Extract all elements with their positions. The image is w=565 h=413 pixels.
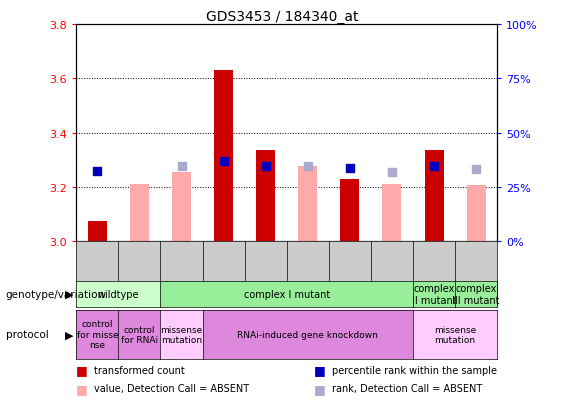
Point bbox=[345, 165, 354, 172]
Text: control
for RNAi: control for RNAi bbox=[121, 325, 158, 344]
Point bbox=[303, 164, 312, 171]
Point bbox=[388, 169, 397, 176]
Text: complex
II mutant: complex II mutant bbox=[412, 283, 457, 305]
Text: transformed count: transformed count bbox=[94, 365, 185, 375]
Bar bbox=[172, 173, 191, 242]
Bar bbox=[467, 186, 486, 242]
Text: complex I mutant: complex I mutant bbox=[244, 289, 330, 299]
Bar bbox=[214, 71, 233, 242]
Text: RNAi-induced gene knockdown: RNAi-induced gene knockdown bbox=[237, 330, 378, 339]
Text: complex
III mutant: complex III mutant bbox=[453, 283, 500, 305]
Text: ■: ■ bbox=[76, 382, 88, 395]
Text: ▶: ▶ bbox=[65, 289, 73, 299]
Text: value, Detection Call = ABSENT: value, Detection Call = ABSENT bbox=[94, 383, 250, 393]
Bar bbox=[130, 185, 149, 242]
Point bbox=[261, 164, 270, 171]
Point bbox=[219, 158, 228, 165]
Bar bbox=[340, 179, 359, 242]
Text: wildtype: wildtype bbox=[98, 289, 139, 299]
Bar bbox=[88, 221, 107, 242]
Text: ■: ■ bbox=[76, 363, 88, 376]
Text: genotype/variation: genotype/variation bbox=[6, 289, 105, 299]
Text: ■: ■ bbox=[314, 363, 325, 376]
Point bbox=[429, 164, 438, 171]
Text: missense
mutation: missense mutation bbox=[434, 325, 476, 344]
Point bbox=[472, 166, 481, 173]
Text: ■: ■ bbox=[314, 382, 325, 395]
Text: ▶: ▶ bbox=[65, 330, 73, 339]
Bar bbox=[298, 167, 318, 242]
Text: rank, Detection Call = ABSENT: rank, Detection Call = ABSENT bbox=[332, 383, 482, 393]
Bar bbox=[256, 151, 275, 242]
Bar bbox=[383, 185, 402, 242]
Text: GDS3453 / 184340_at: GDS3453 / 184340_at bbox=[206, 10, 359, 24]
Text: protocol: protocol bbox=[6, 330, 49, 339]
Text: control
for misse
nse: control for misse nse bbox=[76, 320, 118, 349]
Text: missense
mutation: missense mutation bbox=[160, 325, 203, 344]
Bar bbox=[424, 151, 444, 242]
Text: percentile rank within the sample: percentile rank within the sample bbox=[332, 365, 497, 375]
Point bbox=[177, 164, 186, 171]
Point bbox=[93, 168, 102, 174]
